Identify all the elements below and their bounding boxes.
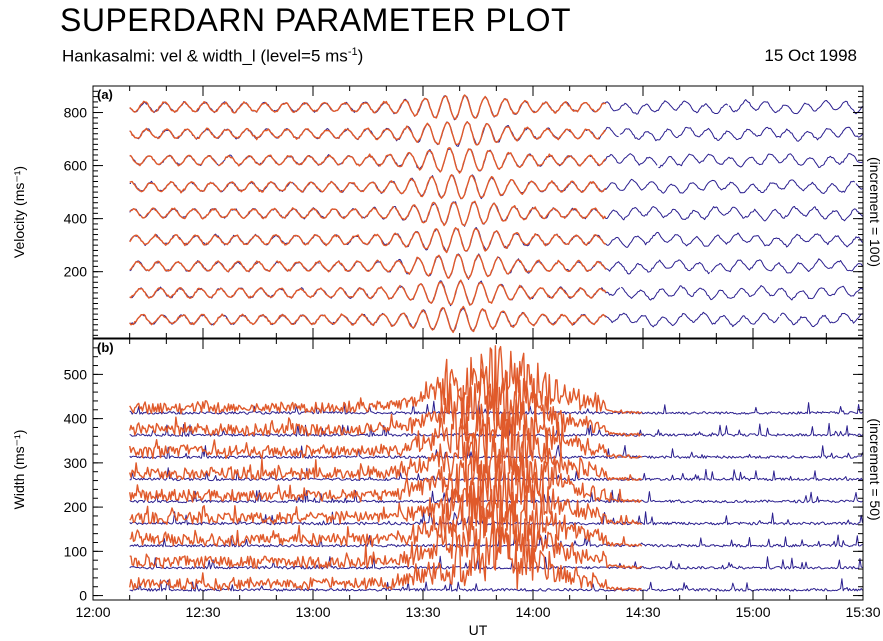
x-tick-label: 13:00: [295, 604, 330, 620]
series-orange-trace-3: [129, 227, 607, 254]
subtitle-main: Hankasalmi: vel & width_l (level=5 ms: [62, 46, 348, 66]
x-axis-label: UT: [469, 622, 488, 638]
series-orange-trace-7: [129, 368, 642, 437]
series-orange-trace-6: [129, 147, 607, 174]
panel-label: (b): [97, 340, 114, 355]
increment-label: (increment = 100): [867, 157, 883, 267]
panel-frame: [92, 338, 864, 601]
y-tick-label: 300: [64, 455, 88, 471]
series-orange-trace-1: [129, 279, 607, 306]
series-orange-trace-3: [129, 460, 642, 525]
series-orange-trace-5: [129, 174, 607, 200]
x-tick-label: 12:30: [185, 604, 220, 620]
panel-label: (a): [97, 87, 113, 102]
series-orange-trace-0: [129, 305, 607, 334]
increment-label: (increment = 50): [867, 418, 883, 520]
series-blue-trace-5: [129, 174, 863, 200]
y-axis-label: Velocity (ms⁻¹): [11, 166, 27, 258]
series-orange-trace-8: [129, 345, 642, 415]
y-tick-label: 200: [64, 264, 88, 280]
series-blue-trace-0: [129, 578, 863, 592]
series-orange-trace-7: [129, 121, 606, 146]
series-blue-trace-0: [129, 307, 863, 332]
y-tick-label: 800: [64, 105, 88, 121]
series-orange-trace-4: [129, 435, 642, 503]
series-orange-trace-2: [129, 254, 607, 280]
subtitle-end: ): [357, 46, 364, 66]
y-tick-label: 500: [64, 366, 88, 382]
series-orange-trace-5: [129, 411, 642, 481]
subtitle: Hankasalmi: vel & width_l (level=5 ms-1): [62, 46, 363, 67]
x-tick-label: 13:30: [405, 604, 440, 620]
y-axis-label: Width (ms⁻¹): [11, 430, 27, 510]
series-blue-trace-6: [129, 148, 863, 173]
y-tick-label: 400: [64, 411, 88, 427]
x-tick-label: 12:00: [75, 604, 110, 620]
y-tick-label: 0: [79, 588, 87, 604]
y-tick-label: 400: [64, 211, 88, 227]
series-orange-trace-0: [129, 515, 643, 592]
x-tick-label: 14:30: [625, 604, 660, 620]
y-tick-label: 100: [64, 543, 88, 559]
series-orange-trace-4: [129, 200, 607, 227]
subtitle-superscript: -1: [347, 46, 358, 58]
plot-date: 15 Oct 1998: [764, 46, 857, 65]
series-orange-trace-6: [129, 386, 642, 460]
x-tick-label: 15:00: [735, 604, 770, 620]
series-orange-trace-2: [129, 481, 643, 548]
y-tick-label: 200: [64, 499, 88, 515]
panel-frame: [92, 85, 864, 339]
series-orange-trace-1: [129, 501, 642, 570]
y-tick-label: 600: [64, 158, 88, 174]
series-blue-trace-4: [129, 489, 863, 504]
series-blue-trace-3: [129, 511, 863, 526]
page-title: SUPERDARN PARAMETER PLOT: [60, 2, 572, 38]
series-blue-trace-2: [129, 253, 863, 280]
x-tick-label: 14:00: [515, 604, 550, 620]
x-tick-label: 15:30: [845, 604, 880, 620]
series-orange-trace-8: [129, 94, 607, 120]
